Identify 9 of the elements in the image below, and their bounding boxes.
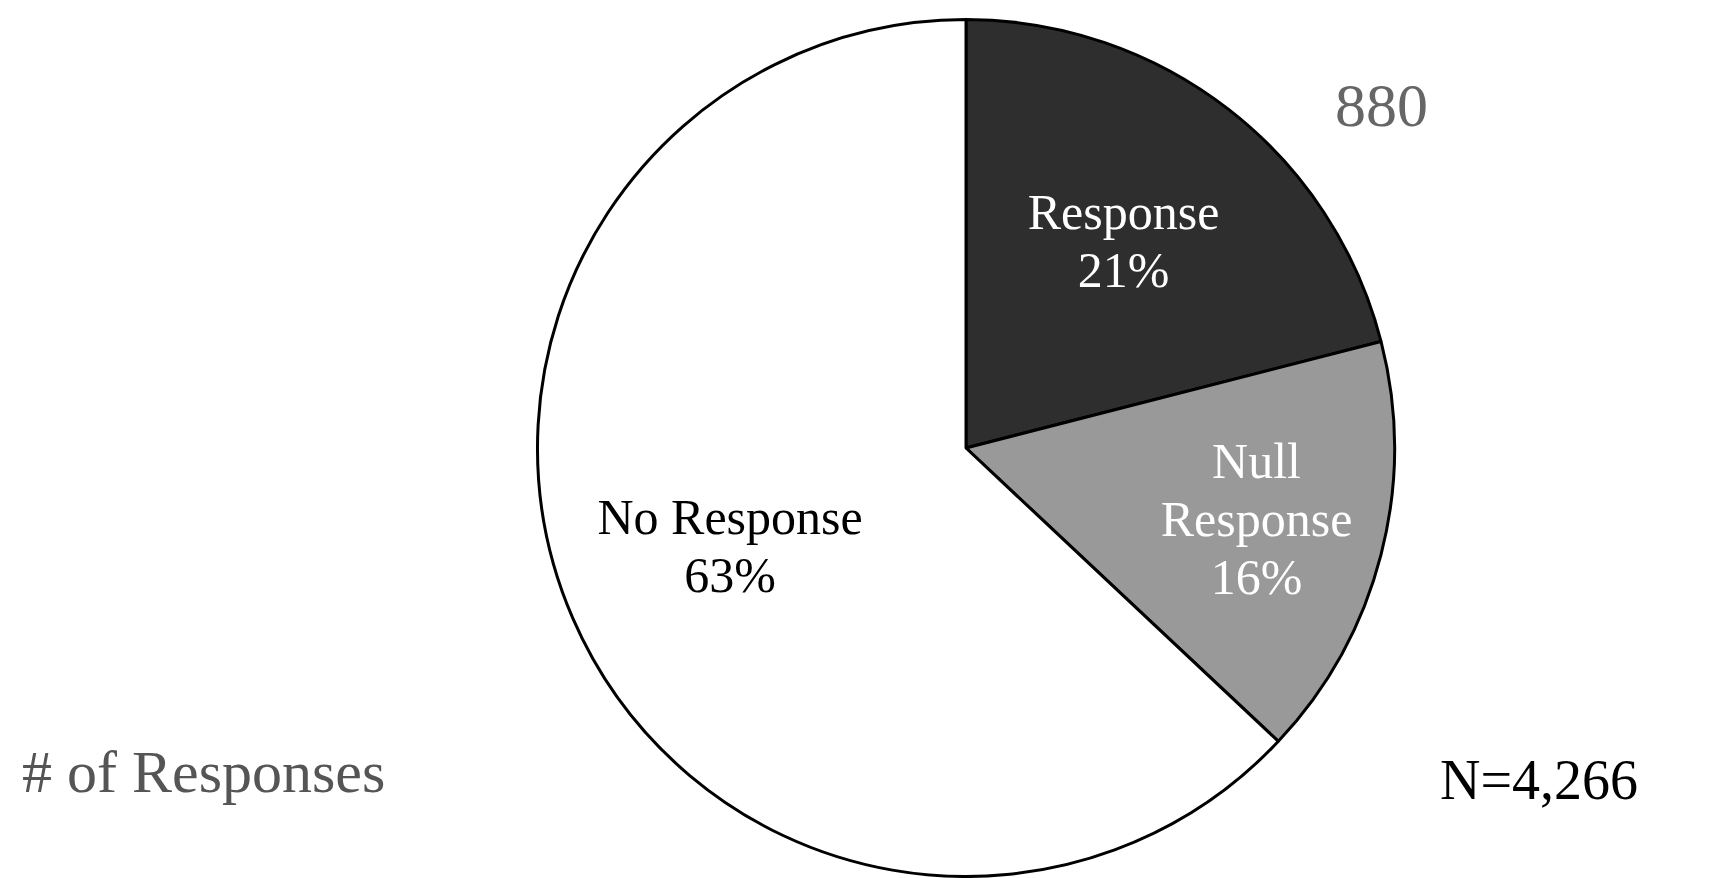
text: # of Responses	[22, 738, 386, 807]
slice-label: Null Response	[1160, 432, 1353, 547]
slice-label: No Response	[597, 489, 863, 546]
data-label: 21%	[1077, 241, 1170, 298]
data-label: 63%	[684, 547, 776, 604]
text: 880	[1335, 70, 1428, 141]
data-label: 16%	[1210, 548, 1303, 605]
slice-label: Response	[1027, 183, 1220, 240]
text: N=4,266	[1440, 748, 1639, 812]
